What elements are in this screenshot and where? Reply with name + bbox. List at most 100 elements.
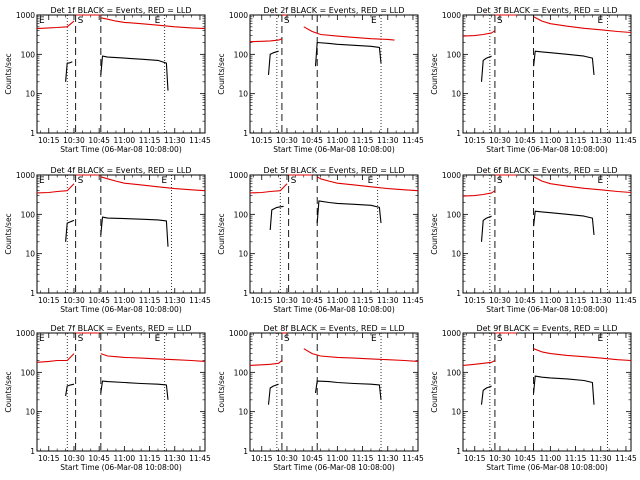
x-tick-label: 10:30 [63, 296, 85, 305]
y-tick-label: 1 [243, 289, 248, 298]
x-tick-label: 10:45 [514, 296, 536, 305]
series-line-events [480, 385, 492, 405]
x-tick-label: 10:45 [88, 454, 110, 463]
x-tick-label: 11:45 [402, 454, 424, 463]
y-tick-label: 1 [456, 289, 461, 298]
end-marker-label: E [39, 176, 45, 186]
y-tick-label: 100 [447, 50, 462, 59]
y-tick-label: 1 [30, 447, 35, 456]
x-tick-label: 11:00 [114, 296, 136, 305]
y-axis-label: Counts/sec [217, 53, 226, 94]
series-line-events [533, 210, 595, 235]
y-tick-label: 10 [238, 408, 248, 417]
x-tick-label: 10:15 [38, 296, 60, 305]
y-tick-label: 100 [234, 50, 249, 59]
end-marker-label: E [155, 334, 161, 344]
plot-frame [249, 332, 419, 452]
x-tick-label: 11:15 [352, 296, 374, 305]
panel-title: Det 3f BLACK = Events, RED = LLD [476, 6, 617, 15]
end-marker-label: E [371, 334, 377, 344]
panel-title: Det 2f BLACK = Events, RED = LLD [263, 6, 404, 15]
series-line-lld [462, 30, 496, 37]
x-axis-label: Start Time (06-Mar-08 10:08:00) [486, 145, 608, 154]
x-tick-label: 11:45 [189, 454, 211, 463]
series-line-lld [36, 183, 75, 194]
x-tick-label: 10:45 [514, 136, 536, 145]
x-tick-label: 11:30 [590, 454, 612, 463]
series-line-events [314, 380, 382, 400]
series-line-events [314, 41, 382, 67]
x-tick-label: 11:15 [352, 454, 374, 463]
x-tick-label: 11:00 [327, 454, 349, 463]
y-tick-label: 100 [21, 210, 36, 219]
series-line-events [100, 55, 169, 91]
x-tick-label: 11:45 [402, 296, 424, 305]
x-axis-label: Start Time (06-Mar-08 10:08:00) [273, 145, 395, 154]
series-line-events [316, 200, 382, 224]
x-tick-label: 11:15 [139, 454, 161, 463]
x-axis-label: Start Time (06-Mar-08 10:08:00) [486, 463, 608, 472]
series-line-lld [249, 38, 283, 43]
plot-frame [462, 174, 632, 294]
panel-title: Det 1f BLACK = Events, RED = LLD [50, 6, 191, 15]
x-axis-label: Start Time (06-Mar-08 10:08:00) [273, 305, 395, 314]
x-tick-label: 11:30 [377, 454, 399, 463]
y-axis-label: Counts/sec [4, 213, 13, 254]
y-tick-label: 10 [25, 250, 35, 259]
start-marker-label: S [78, 176, 84, 186]
x-tick-label: 11:30 [377, 136, 399, 145]
x-tick-label: 10:30 [489, 454, 511, 463]
plot-frame [36, 332, 206, 452]
end-marker-label: E [597, 176, 603, 186]
x-tick-label: 11:00 [114, 136, 136, 145]
x-tick-label: 11:00 [327, 136, 349, 145]
y-axis-label: Counts/sec [430, 213, 439, 254]
y-tick-label: 100 [447, 368, 462, 377]
x-tick-label: 11:00 [540, 296, 562, 305]
end-marker-label: E [371, 16, 377, 26]
series-line-lld [100, 176, 206, 192]
plot-frame [249, 14, 419, 134]
series-line-lld [533, 176, 632, 194]
series-line-lld [316, 176, 419, 192]
plot-frame [462, 14, 632, 134]
x-tick-label: 10:15 [251, 454, 273, 463]
panel-det-2: Det 2f BLACK = Events, RED = LLD 1 10 100 10… [217, 6, 424, 154]
x-tick-label: 11:15 [565, 296, 587, 305]
panel-det-5: Det 5f BLACK = Events, RED = LLD 1 10 100 10… [217, 166, 424, 314]
end-marker-label: E [39, 334, 45, 344]
x-tick-label: 10:30 [276, 454, 298, 463]
series-line-lld [303, 26, 395, 41]
series-line-events [65, 383, 75, 397]
end-marker-label: E [597, 334, 603, 344]
series-line-lld [249, 360, 283, 366]
y-tick-label: 1 [243, 447, 248, 456]
x-tick-label: 10:45 [88, 296, 110, 305]
y-axis-label: Counts/sec [430, 371, 439, 412]
panel-det-9: Det 9f BLACK = Events, RED = LLD 1 10 100 10… [430, 324, 637, 472]
x-tick-label: 10:15 [38, 136, 60, 145]
plot-frame [36, 174, 206, 294]
start-marker-label: S [291, 176, 297, 186]
y-axis-label: Counts/sec [217, 213, 226, 254]
y-axis-label: Counts/sec [4, 371, 13, 412]
panel-det-6: Det 6f BLACK = Events, RED = LLD 1 10 100 10… [430, 166, 637, 314]
y-tick-label: 10 [451, 408, 461, 417]
series-line-events [267, 383, 279, 405]
x-tick-label: 11:30 [164, 136, 186, 145]
y-tick-label: 100 [234, 210, 249, 219]
x-tick-label: 10:45 [88, 136, 110, 145]
x-tick-label: 11:45 [402, 136, 424, 145]
series-line-lld [533, 16, 632, 34]
series-line-events [65, 61, 73, 82]
series-line-lld [36, 353, 75, 363]
x-tick-label: 11:00 [540, 136, 562, 145]
y-tick-label: 10 [25, 408, 35, 417]
panel-det-7: Det 7f BLACK = Events, RED = LLD 1 10 100 10… [4, 324, 211, 472]
series-line-lld [36, 20, 75, 30]
panel-title: Det 5f BLACK = Events, RED = LLD [263, 166, 404, 175]
y-tick-label: 1000 [442, 11, 461, 20]
y-tick-label: 10 [25, 90, 35, 99]
x-tick-label: 11:30 [590, 296, 612, 305]
y-axis-label: Counts/sec [217, 371, 226, 412]
